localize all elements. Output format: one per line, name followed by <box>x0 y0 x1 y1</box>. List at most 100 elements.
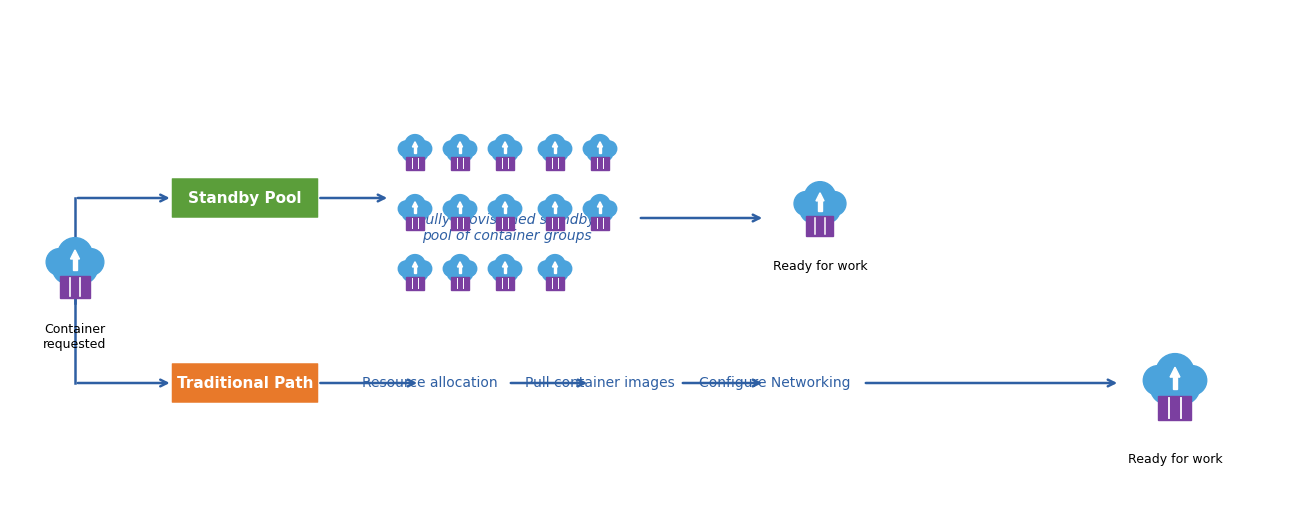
Circle shape <box>583 141 599 156</box>
Bar <box>553 267 556 274</box>
Polygon shape <box>816 193 824 201</box>
Bar <box>459 147 461 153</box>
Circle shape <box>447 263 465 281</box>
Polygon shape <box>1170 367 1179 377</box>
Circle shape <box>551 203 568 221</box>
Circle shape <box>583 201 599 216</box>
Circle shape <box>455 203 473 221</box>
Bar <box>414 147 416 153</box>
Circle shape <box>447 203 465 221</box>
Polygon shape <box>552 202 557 207</box>
Circle shape <box>507 201 522 216</box>
Circle shape <box>461 141 477 156</box>
Text: Container
requested: Container requested <box>43 323 107 351</box>
Bar <box>547 157 564 169</box>
Circle shape <box>538 141 553 156</box>
Bar <box>504 207 507 213</box>
Circle shape <box>492 144 511 162</box>
Circle shape <box>1177 365 1207 395</box>
Bar <box>451 157 469 169</box>
Circle shape <box>495 195 516 215</box>
Circle shape <box>443 141 459 156</box>
Circle shape <box>587 144 605 162</box>
Circle shape <box>507 261 522 277</box>
Circle shape <box>410 263 427 281</box>
Polygon shape <box>457 202 462 207</box>
Circle shape <box>416 141 431 156</box>
Circle shape <box>812 195 840 223</box>
Bar <box>407 217 423 230</box>
Bar <box>818 201 822 211</box>
Circle shape <box>492 263 511 281</box>
Circle shape <box>66 253 97 284</box>
Circle shape <box>595 203 613 221</box>
Bar <box>451 277 469 289</box>
Circle shape <box>794 192 818 216</box>
Text: Standby Pool: Standby Pool <box>188 191 301 205</box>
Circle shape <box>551 263 568 281</box>
Bar <box>547 217 564 230</box>
Circle shape <box>556 261 572 277</box>
Circle shape <box>495 135 516 155</box>
Circle shape <box>77 249 104 276</box>
Bar <box>553 207 556 213</box>
Bar <box>553 147 556 153</box>
Bar <box>414 267 416 274</box>
Circle shape <box>556 141 572 156</box>
Bar <box>591 157 609 169</box>
Bar <box>1173 377 1177 389</box>
Circle shape <box>495 254 516 275</box>
Text: Pull container images: Pull container images <box>525 376 675 390</box>
Circle shape <box>601 201 617 216</box>
Circle shape <box>492 203 511 221</box>
Bar <box>407 157 423 169</box>
Bar <box>414 207 416 213</box>
Text: Ready for work: Ready for work <box>1128 453 1222 466</box>
Circle shape <box>461 261 477 277</box>
Circle shape <box>587 203 605 221</box>
Circle shape <box>52 253 83 284</box>
Circle shape <box>401 263 420 281</box>
Polygon shape <box>412 142 417 147</box>
Circle shape <box>447 144 465 162</box>
Polygon shape <box>598 202 603 207</box>
Circle shape <box>401 203 420 221</box>
Circle shape <box>1151 371 1185 404</box>
Circle shape <box>399 201 414 216</box>
Circle shape <box>399 141 414 156</box>
Circle shape <box>405 195 425 215</box>
FancyBboxPatch shape <box>173 179 317 217</box>
Text: Ready for work: Ready for work <box>773 260 868 273</box>
Circle shape <box>542 203 560 221</box>
Circle shape <box>488 201 504 216</box>
Circle shape <box>538 201 553 216</box>
Circle shape <box>507 141 522 156</box>
Circle shape <box>47 249 73 276</box>
Bar <box>459 207 461 213</box>
Circle shape <box>551 144 568 162</box>
Circle shape <box>601 141 617 156</box>
Circle shape <box>500 203 518 221</box>
Bar <box>60 276 90 298</box>
Circle shape <box>804 182 835 213</box>
Circle shape <box>500 263 518 281</box>
Circle shape <box>57 238 92 272</box>
Circle shape <box>399 261 414 277</box>
Circle shape <box>546 254 565 275</box>
Bar <box>73 259 77 270</box>
Bar <box>496 277 513 289</box>
Polygon shape <box>503 262 508 267</box>
Polygon shape <box>598 142 603 147</box>
Polygon shape <box>503 202 508 207</box>
Text: Resource allocation: Resource allocation <box>362 376 498 390</box>
Bar <box>459 267 461 274</box>
Circle shape <box>449 135 470 155</box>
Circle shape <box>1156 354 1194 392</box>
Circle shape <box>416 261 431 277</box>
Text: Configure Networking: Configure Networking <box>699 376 851 390</box>
Polygon shape <box>552 142 557 147</box>
Polygon shape <box>503 142 508 147</box>
FancyBboxPatch shape <box>173 364 317 402</box>
Bar <box>496 217 513 230</box>
Text: Traditional Path: Traditional Path <box>177 375 313 391</box>
